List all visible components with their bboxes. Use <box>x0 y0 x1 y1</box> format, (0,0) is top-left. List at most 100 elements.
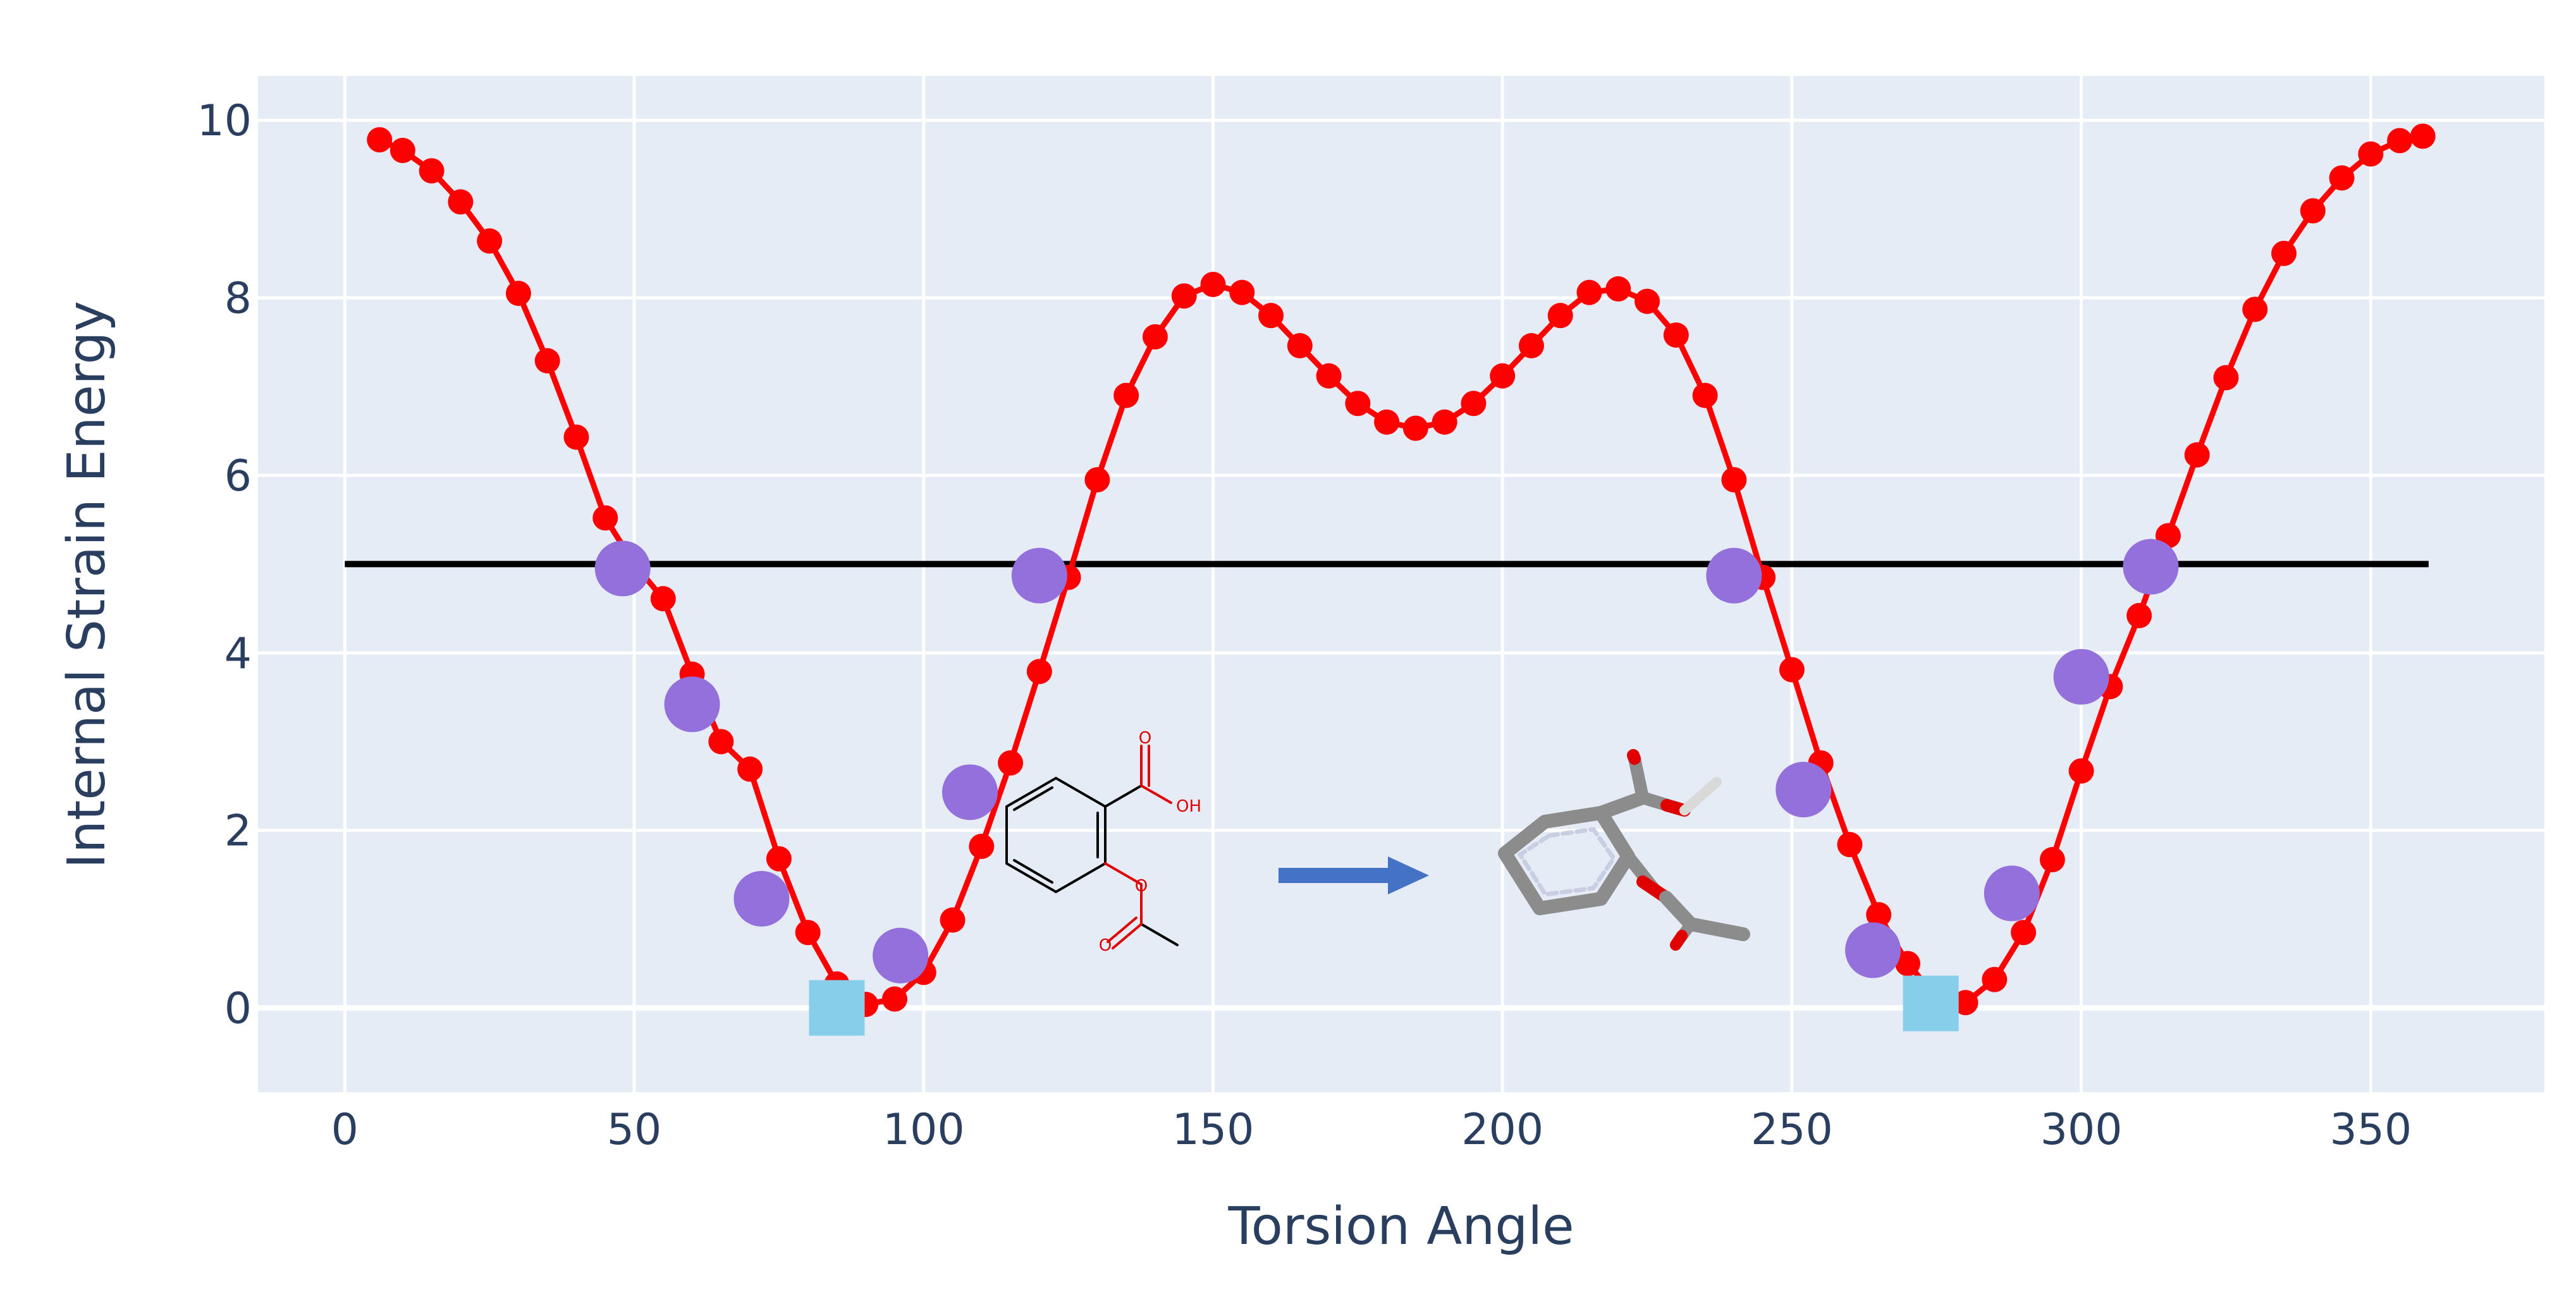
energy-point <box>766 846 792 872</box>
x-tick-label: 0 <box>331 1105 359 1155</box>
energy-point <box>592 505 618 531</box>
energy-point <box>1287 332 1313 358</box>
y-tick-label: 2 <box>224 807 252 856</box>
energy-point <box>1026 659 1052 685</box>
energy-point <box>1635 288 1660 314</box>
x-axis-title: Torsion Angle <box>1227 1197 1574 1257</box>
energy-point <box>1402 415 1428 441</box>
series-2 <box>809 975 1959 1036</box>
x-tick-label: 150 <box>1172 1105 1254 1155</box>
energy-point <box>2387 128 2413 154</box>
y-tick-label: 4 <box>224 629 252 679</box>
energy-point <box>2410 123 2436 149</box>
energy-point <box>737 756 763 782</box>
bond <box>1107 917 1138 943</box>
energy-point <box>1229 279 1255 305</box>
stick <box>1679 777 1722 815</box>
energy-point <box>389 137 415 163</box>
transformation-arrow <box>1279 856 1429 894</box>
energy-point <box>1345 391 1371 417</box>
sampled-conformer-point <box>1706 547 1762 604</box>
sampled-conformer-point <box>1011 547 1067 604</box>
energy-point <box>1663 322 1689 348</box>
energy-point <box>1084 466 1110 492</box>
sampled-conformer-point <box>873 927 929 984</box>
grid-lines <box>258 76 2544 1092</box>
energy-point <box>2242 296 2268 322</box>
energy-point <box>2184 442 2210 468</box>
x-tick-label: 350 <box>2329 1105 2412 1155</box>
energy-point <box>2358 141 2384 167</box>
energy-point <box>1113 382 1139 408</box>
energy-point <box>1374 409 1400 435</box>
stick <box>1684 917 1750 941</box>
energy-point <box>1605 276 1631 302</box>
energy-point <box>2068 758 2094 784</box>
sampled-conformer-point <box>941 764 998 820</box>
molecule-3d-stick-model <box>1498 749 1750 951</box>
energy-point <box>2271 240 2297 266</box>
energy-point <box>1461 391 1487 417</box>
stick <box>1628 752 1649 804</box>
stick <box>1627 749 1641 765</box>
energy-point <box>1200 272 1226 298</box>
data-series <box>345 123 2436 1036</box>
energy-point <box>1171 283 1197 309</box>
x-tick-label: 200 <box>1461 1105 1543 1155</box>
energy-point <box>2126 602 2152 628</box>
sampled-conformer-point <box>2053 649 2109 705</box>
sampled-conformer-point <box>2123 539 2179 595</box>
arrow-head <box>1388 856 1429 894</box>
energy-point <box>2300 198 2326 224</box>
energy-point <box>477 228 503 254</box>
energy-point <box>367 127 393 153</box>
energy-point <box>881 986 907 1012</box>
bond <box>1104 784 1143 808</box>
energy-point <box>1692 382 1718 408</box>
energy-point <box>1721 466 1747 492</box>
energy-point <box>1547 303 1573 329</box>
bond <box>1112 923 1143 949</box>
sampled-conformer-point <box>594 540 651 597</box>
energy-point <box>1576 279 1602 305</box>
atom-label: O <box>1139 729 1151 748</box>
y-axis-title: Internal Strain Energy <box>57 301 117 868</box>
energy-point <box>563 424 589 450</box>
energy-point <box>2039 847 2065 873</box>
energy-point <box>1518 332 1544 358</box>
stick <box>1594 791 1650 820</box>
energy-point <box>534 348 560 374</box>
ring-inner-bond <box>1013 786 1053 811</box>
y-tick-label: 10 <box>197 96 252 146</box>
energy-point <box>1837 832 1863 858</box>
energy-point <box>1258 303 1284 329</box>
sampled-conformer-point <box>1776 762 1832 818</box>
y-tick-label: 6 <box>224 451 252 501</box>
energy-point <box>708 729 734 755</box>
energy-point <box>1316 363 1342 389</box>
energy-point <box>419 158 445 184</box>
bond <box>1104 862 1143 886</box>
energy-point <box>1779 657 1805 683</box>
energy-point <box>2329 165 2355 191</box>
energy-point <box>1142 324 1168 350</box>
sampled-conformer-point <box>664 676 720 733</box>
energy-point <box>505 281 531 307</box>
sampled-conformer-point <box>1845 922 1901 978</box>
sampled-conformer-point <box>733 870 790 927</box>
energy-point <box>1953 990 1978 1016</box>
sampled-conformer-point <box>1984 865 2040 922</box>
energy-point <box>448 189 474 215</box>
bond <box>1140 784 1172 804</box>
atom-label: O <box>1135 877 1148 896</box>
series-1 <box>594 539 2179 984</box>
ring-inner-bond <box>1013 859 1053 884</box>
y-tick-label: 0 <box>224 984 252 1034</box>
energy-point <box>2011 920 2037 946</box>
bond <box>1140 923 1179 946</box>
tick-labels: 0 50 100 150 200 250 300 350 0 2 4 6 8 10 <box>197 96 2412 1155</box>
energy-point <box>1490 363 1516 389</box>
